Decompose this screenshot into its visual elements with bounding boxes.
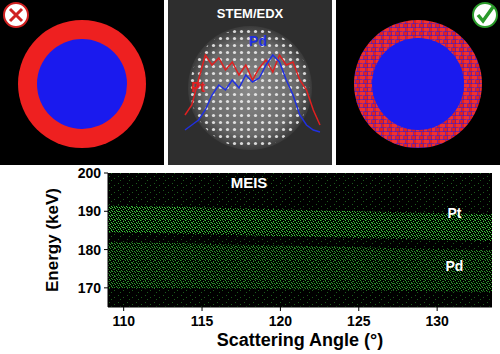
band bbox=[108, 242, 492, 292]
plot-area bbox=[108, 206, 492, 292]
panel-bg bbox=[168, 0, 332, 165]
chart-title: MEIS bbox=[231, 174, 268, 191]
y-tick-label: 200 bbox=[78, 165, 102, 181]
x-tick-label: 110 bbox=[112, 313, 135, 329]
y-tick bbox=[104, 211, 108, 212]
y-axis-title: Energy (keV) bbox=[43, 188, 62, 292]
x-tick bbox=[358, 307, 359, 311]
x-tick-label: 130 bbox=[425, 313, 449, 329]
y-tick bbox=[104, 173, 108, 174]
profile-label: Pt bbox=[191, 79, 205, 95]
x-tick bbox=[280, 307, 281, 311]
plot-bg bbox=[108, 173, 492, 307]
y-axis bbox=[108, 173, 109, 307]
lattice bbox=[185, 25, 315, 155]
x-tick-label: 115 bbox=[191, 313, 214, 329]
noise bbox=[108, 173, 492, 307]
panel-bg bbox=[0, 0, 164, 165]
x-tick bbox=[123, 307, 124, 311]
y-tick bbox=[104, 287, 108, 288]
mixed-shell bbox=[354, 20, 482, 148]
x-tick-label: 120 bbox=[269, 313, 293, 329]
x-tick-label: 125 bbox=[347, 313, 371, 329]
x-axis-title: Scattering Angle (°) bbox=[217, 330, 384, 350]
annotation: Pt bbox=[447, 205, 461, 221]
panel-bg bbox=[336, 0, 500, 165]
band bbox=[108, 206, 492, 242]
y-tick-label: 180 bbox=[78, 242, 102, 258]
x-tick bbox=[437, 307, 438, 311]
cross-icon bbox=[4, 3, 28, 27]
y-tick bbox=[104, 249, 108, 250]
shell bbox=[18, 20, 146, 148]
figure: STEM/EDX Pt Pd MEIS Pt Pd 110 115 120 125 130 170 18… bbox=[0, 0, 500, 354]
x-axis bbox=[108, 307, 492, 308]
annotation: Pd bbox=[445, 258, 463, 274]
profile-line bbox=[185, 55, 320, 132]
panel-title: STEM/EDX bbox=[217, 6, 284, 21]
core bbox=[372, 38, 464, 130]
core bbox=[37, 39, 127, 129]
profile-label: Pd bbox=[249, 33, 267, 49]
x-tick bbox=[202, 307, 203, 311]
check-icon bbox=[473, 3, 497, 27]
y-tick-label: 190 bbox=[78, 203, 102, 219]
y-tick-label: 170 bbox=[78, 280, 102, 296]
